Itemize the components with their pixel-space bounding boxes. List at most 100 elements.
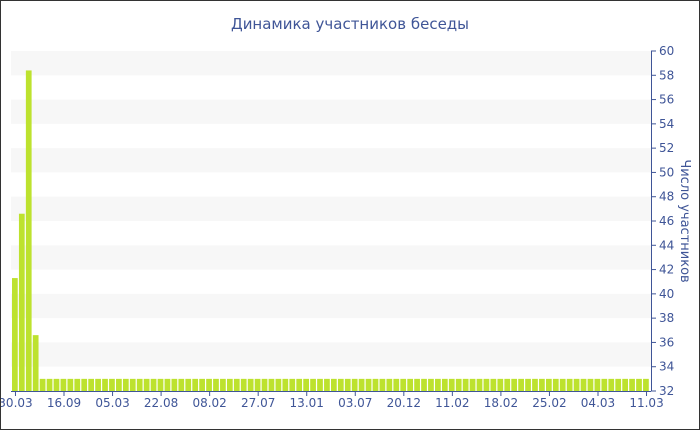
grid-band xyxy=(11,245,651,270)
bar xyxy=(601,378,608,391)
y-tick-label: 58 xyxy=(659,68,674,82)
bar xyxy=(608,378,615,391)
y-tick-label: 60 xyxy=(659,44,674,58)
bar xyxy=(199,378,205,391)
bar xyxy=(18,213,25,391)
bar xyxy=(518,378,524,391)
bar xyxy=(171,378,178,391)
bar xyxy=(559,378,566,391)
chart-title: Динамика участников беседы xyxy=(231,15,469,33)
bar xyxy=(122,378,129,391)
x-tick-label: 22.08 xyxy=(144,396,178,410)
x-tick-label: 11.03 xyxy=(629,396,663,410)
bar xyxy=(226,378,233,391)
bar xyxy=(525,378,531,391)
x-tick-label: 30.03 xyxy=(1,396,33,410)
bar xyxy=(379,378,386,391)
bar xyxy=(469,378,476,391)
x-tick-label: 16.09 xyxy=(47,396,81,410)
bar xyxy=(351,378,358,391)
x-tick-label: 27.07 xyxy=(241,396,275,410)
bar xyxy=(545,378,552,391)
bar xyxy=(254,378,261,391)
bar xyxy=(393,378,400,391)
y-tick-label: 36 xyxy=(659,335,674,349)
bar xyxy=(580,378,587,391)
bar xyxy=(566,378,573,391)
x-tick-label: 05.03 xyxy=(95,396,129,410)
bar xyxy=(60,378,67,391)
x-tick-label: 03.07 xyxy=(338,396,372,410)
bar xyxy=(317,378,323,391)
bar xyxy=(25,70,32,391)
bar xyxy=(511,378,518,391)
bar xyxy=(46,378,53,391)
bar xyxy=(116,378,122,391)
bar xyxy=(192,378,199,391)
bar xyxy=(400,378,407,391)
bar xyxy=(552,378,559,391)
bar xyxy=(386,378,393,391)
bar xyxy=(178,378,185,391)
bar xyxy=(365,378,372,391)
bar xyxy=(109,378,115,391)
bar xyxy=(102,378,108,391)
bar xyxy=(164,378,171,391)
x-tick-label: 20.12 xyxy=(387,396,421,410)
bar xyxy=(310,378,316,391)
bar xyxy=(539,378,545,391)
bar xyxy=(490,378,497,391)
bar xyxy=(504,378,511,391)
x-tick-label: 04.03 xyxy=(581,396,615,410)
bar xyxy=(303,378,309,391)
bar xyxy=(206,378,212,391)
bar xyxy=(573,378,580,391)
bar xyxy=(296,378,303,391)
bar xyxy=(407,378,414,391)
x-tick-label: 11.02 xyxy=(435,396,469,410)
bar xyxy=(476,378,483,391)
bar xyxy=(143,378,150,391)
bar xyxy=(435,378,441,391)
bar xyxy=(337,378,344,391)
bar xyxy=(289,378,296,391)
bar xyxy=(483,378,490,391)
bar xyxy=(643,378,649,391)
bar xyxy=(441,378,448,391)
bar xyxy=(268,378,275,391)
bar xyxy=(372,378,379,391)
grid-band xyxy=(11,293,651,319)
bar xyxy=(358,378,365,391)
bar xyxy=(462,378,469,391)
y-tick-label: 38 xyxy=(659,311,674,325)
y-tick-label: 46 xyxy=(659,214,674,228)
bar xyxy=(32,335,39,391)
bar xyxy=(240,378,247,391)
y-tick-label: 32 xyxy=(659,384,674,398)
grid-band xyxy=(11,342,651,367)
bar xyxy=(185,378,192,391)
bar xyxy=(88,378,95,391)
bar xyxy=(74,378,81,391)
bar xyxy=(39,378,46,391)
y-axis-label: Число участников xyxy=(677,159,692,282)
grid-band xyxy=(11,196,651,221)
x-tick-label: 18.02 xyxy=(484,396,518,410)
bar xyxy=(587,378,594,391)
bar xyxy=(129,378,136,391)
bar xyxy=(636,378,642,391)
bar xyxy=(282,378,289,391)
bar xyxy=(324,378,330,391)
bar xyxy=(261,378,268,391)
grid-band xyxy=(11,51,651,76)
grid-band xyxy=(11,148,651,173)
bar xyxy=(497,378,504,391)
bar xyxy=(622,378,628,391)
bar xyxy=(629,378,635,391)
bar xyxy=(81,378,88,391)
y-tick-label: 42 xyxy=(659,263,674,277)
bar xyxy=(414,378,420,391)
bar xyxy=(150,378,157,391)
